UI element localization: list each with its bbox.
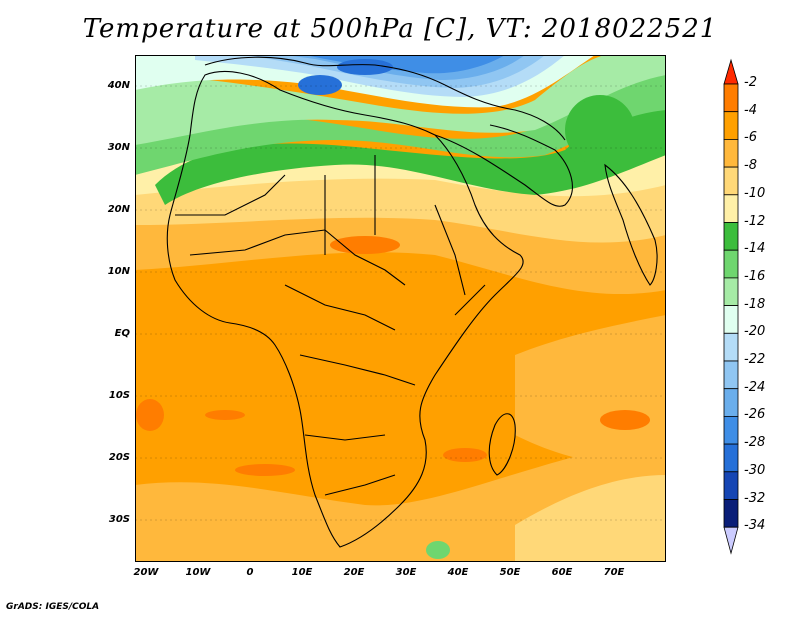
temperature-map [135, 55, 666, 562]
lon-label-60e: 60E [551, 567, 573, 578]
field-green-band [155, 85, 666, 205]
colorbar-box-0 [723, 83, 739, 113]
colorbar-box-14 [723, 471, 739, 500]
lon-label-10w: 10W [185, 567, 211, 578]
lon-label-10e: 10E [291, 567, 313, 578]
warm-spot-4 [235, 464, 295, 476]
field-green-light [135, 70, 666, 175]
colorbar-label: -14 [744, 241, 766, 257]
lon-label-40e: 40E [447, 567, 469, 578]
field-green-patch [565, 95, 635, 165]
warm-spot-3 [600, 410, 650, 430]
lat-label-30s: 30S [108, 514, 130, 525]
colorbar-box-3 [723, 166, 739, 196]
colorbar-label: -18 [744, 296, 766, 312]
map-title: Temperature at 500hPa [C], VT: 201802252… [82, 14, 718, 44]
colorbar-label: -22 [744, 352, 766, 367]
warm-spot-6 [205, 410, 245, 420]
map-gridlines [135, 85, 666, 521]
colorbar-box-8 [723, 305, 739, 334]
colorbar-box-15 [723, 499, 739, 528]
lon-label-70e: 70E [603, 567, 625, 578]
colorbar-box-4 [723, 194, 739, 223]
warm-spot-1 [330, 236, 400, 254]
colorbar-box-10 [723, 360, 739, 390]
colorbar-box-1 [723, 111, 739, 140]
colorbar-label: -24 [744, 379, 766, 395]
lon-label-20e: 20E [343, 567, 365, 578]
colorbar-label: -26 [744, 407, 766, 423]
lon-label-50e: 50E [499, 567, 521, 578]
lat-label-20s: 20S [108, 452, 130, 463]
field-green-south [426, 541, 450, 559]
colorbar-label: -20 [744, 324, 766, 340]
colorbar-label: -2 [744, 75, 757, 90]
colorbar-label: -6 [744, 130, 757, 146]
colorbar-box-6 [723, 249, 739, 279]
lat-label-eq: EQ [114, 328, 130, 339]
lon-label-20w: 20W [133, 567, 159, 578]
grads-credit: GrADS: IGES/COLA [6, 602, 100, 612]
lat-label-10s: 10S [108, 390, 130, 401]
colorbar-arrow-bottom [723, 526, 739, 555]
field-blue-30-b [337, 59, 393, 75]
colorbar-box-2 [723, 139, 739, 168]
map-frame [135, 55, 666, 562]
colorbar-box-7 [723, 277, 739, 306]
field-blue-30-a [298, 75, 342, 95]
warm-spot-2 [136, 399, 164, 431]
colorbar-label: -32 [744, 490, 766, 506]
lon-label-30e: 30E [395, 567, 417, 578]
colorbar-label: -8 [744, 158, 757, 174]
colorbar-label: -16 [744, 268, 766, 284]
lon-label-0: 0 [246, 567, 254, 578]
colorbar-arrow-top [723, 58, 739, 85]
warm-spot-5 [443, 448, 487, 462]
lat-label-20n: 20N [107, 204, 130, 215]
colorbar-label: -4 [744, 102, 757, 118]
colorbar-label: -12 [744, 213, 766, 229]
colorbar-box-9 [723, 332, 739, 362]
lat-label-10n: 10N [107, 266, 130, 277]
field-south-yellow [515, 475, 666, 562]
colorbar-box-13 [723, 443, 739, 473]
coastlines [166, 56, 658, 548]
colorbar-label: -28 [744, 435, 766, 451]
field-green-pale [135, 55, 666, 145]
colorbar [723, 58, 739, 555]
colorbar-label: -10 [744, 185, 766, 201]
colorbar-label: -34 [744, 518, 766, 534]
colorbar-label: -30 [744, 462, 766, 478]
colorbar-box-5 [723, 222, 739, 251]
colorbar-box-12 [723, 415, 739, 445]
lat-label-40n: 40N [107, 80, 130, 91]
lat-label-30n: 30N [107, 142, 130, 153]
colorbar-box-11 [723, 388, 739, 417]
